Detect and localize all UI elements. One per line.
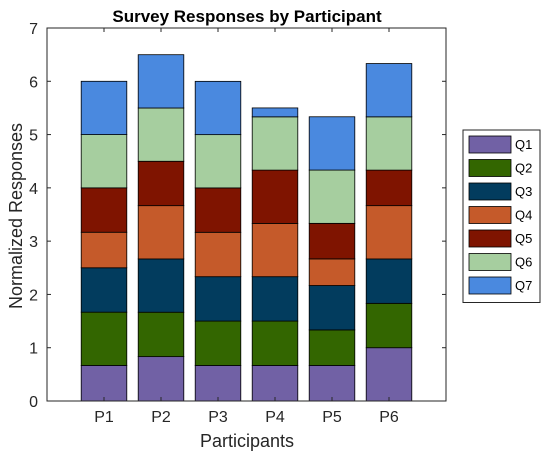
x-tick-label-p5: P5 xyxy=(322,409,342,426)
legend-label-q3: Q3 xyxy=(515,184,532,199)
bar-p5-q1 xyxy=(308,365,356,402)
bar-p2-q7 xyxy=(137,54,185,109)
bar-p4-q2 xyxy=(251,320,299,366)
bar-p4-q7 xyxy=(251,107,299,118)
legend-swatch-q5 xyxy=(468,229,512,248)
bar-p5-q5 xyxy=(308,222,356,260)
x-axis-label: Participants xyxy=(200,431,294,451)
bar-p1-q6 xyxy=(80,134,128,189)
bar-p3-q1 xyxy=(194,365,242,402)
legend-swatch-q6 xyxy=(468,253,512,271)
bar-p6-q4 xyxy=(365,205,413,260)
y-tick-label: 2 xyxy=(29,287,38,304)
bar-p6-q6 xyxy=(365,116,413,171)
legend-label-q2: Q2 xyxy=(515,161,532,176)
legend-swatch-q1 xyxy=(468,135,512,154)
bar-p3-q7 xyxy=(194,80,242,136)
bar-p1-q4 xyxy=(80,231,128,269)
bar-p6-q7 xyxy=(365,63,413,118)
bar-p5-q7 xyxy=(308,116,356,171)
bar-p2-q3 xyxy=(137,258,185,313)
bar-p1-q7 xyxy=(80,80,128,135)
bar-p2-q2 xyxy=(137,311,185,358)
y-tick-label: 4 xyxy=(29,181,38,198)
bar-p3-q5 xyxy=(194,187,242,233)
bar-p1-q2 xyxy=(80,311,128,366)
chart-title: Survey Responses by Participant xyxy=(112,7,382,26)
legend-swatch-q3 xyxy=(468,182,512,201)
x-tick-label-p6: P6 xyxy=(379,409,399,426)
bar-p4-q5 xyxy=(251,169,299,224)
bar-p3-q4 xyxy=(194,231,242,278)
bar-p5-q4 xyxy=(308,258,356,286)
bar-p4-q6 xyxy=(251,116,299,171)
legend-label-q4: Q4 xyxy=(515,208,532,223)
y-tick-label: 6 xyxy=(29,74,38,91)
x-tick-label-p2: P2 xyxy=(151,409,171,426)
y-tick-label: 7 xyxy=(29,21,38,38)
plot-frame xyxy=(46,27,447,402)
legend: Q1 Q2 Q3 Q4 Q5 Q6 Q7 xyxy=(462,129,541,303)
legend-swatch-q2 xyxy=(468,159,512,177)
x-tick-label-p4: P4 xyxy=(265,409,285,426)
y-tick-label: 1 xyxy=(29,341,38,358)
bar-p4-q1 xyxy=(251,365,299,402)
bar-p6-q5 xyxy=(365,169,413,207)
legend-label-q1: Q1 xyxy=(515,137,532,152)
bar-p3-q3 xyxy=(194,276,242,322)
bar-p4-q3 xyxy=(251,276,299,322)
bar-p2-q1 xyxy=(137,356,185,402)
bar-p1-q5 xyxy=(80,187,128,233)
bar-p1-q3 xyxy=(80,267,128,313)
legend-swatch-q7 xyxy=(468,276,512,295)
bar-p3-q6 xyxy=(194,134,242,189)
bar-p6-q2 xyxy=(365,302,413,349)
y-axis-label: Normalized Responses xyxy=(6,123,26,309)
x-tick-label-p1: P1 xyxy=(94,409,114,426)
bar-p3-q2 xyxy=(194,320,242,366)
x-tick-label-p3: P3 xyxy=(208,409,228,426)
bars-group xyxy=(80,54,413,402)
legend-label-q5: Q5 xyxy=(515,231,532,246)
y-tick-label: 5 xyxy=(29,128,38,145)
bar-p6-q3 xyxy=(365,258,413,304)
legend-label-q6: Q6 xyxy=(515,255,532,270)
bar-p2-q6 xyxy=(137,107,185,162)
y-tick-label: 0 xyxy=(29,394,38,411)
bar-p5-q3 xyxy=(308,285,356,331)
axes-group: 0 1 2 3 4 5 6 7 P1 P2 P3 P4 P5 P6 xyxy=(29,21,447,426)
bar-p4-q4 xyxy=(251,222,299,278)
bar-p2-q5 xyxy=(137,160,185,207)
bar-p5-q2 xyxy=(308,329,356,366)
bar-p2-q4 xyxy=(137,205,185,260)
bar-p1-q1 xyxy=(80,365,128,402)
bar-p6-q1 xyxy=(365,347,413,402)
legend-swatch-q4 xyxy=(468,206,512,224)
bar-p5-q6 xyxy=(308,169,356,224)
legend-label-q7: Q7 xyxy=(515,278,532,293)
y-tick-label: 3 xyxy=(29,234,38,251)
